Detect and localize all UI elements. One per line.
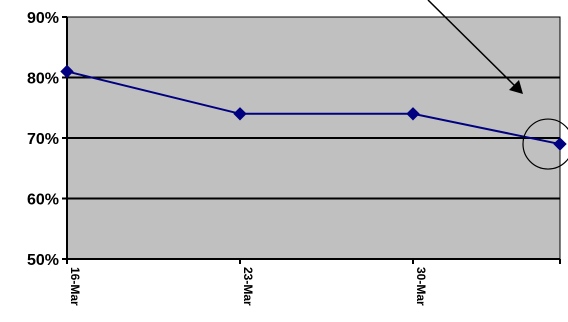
x-axis-ticks: 16-Mar 23-Mar 30-Mar [66, 259, 561, 306]
series-layer [60, 64, 567, 151]
data-point [233, 107, 247, 121]
series-line [66, 70, 561, 146]
data-point [553, 137, 567, 151]
annotation-arrow-line [427, 0, 518, 89]
y-tick-label: 80% [27, 71, 59, 88]
x-tick-label: 23-Mar [241, 267, 255, 306]
x-tick-label: 16-Mar [68, 267, 82, 306]
gridlines [67, 76, 560, 200]
x-tick-label: 30-Mar [414, 267, 428, 306]
data-point [60, 64, 74, 79]
y-tick-label: 60% [27, 192, 59, 209]
data-point [406, 107, 420, 121]
y-tick-label: 50% [27, 252, 59, 269]
annotation-circle [522, 118, 568, 170]
annotation-arrow-head [509, 80, 523, 94]
y-axis-ticks: 50% 60% 70% 80% 90% [27, 10, 67, 269]
y-tick-label: 70% [27, 131, 59, 148]
y-tick-label: 90% [27, 10, 59, 27]
annotation [427, 0, 568, 170]
